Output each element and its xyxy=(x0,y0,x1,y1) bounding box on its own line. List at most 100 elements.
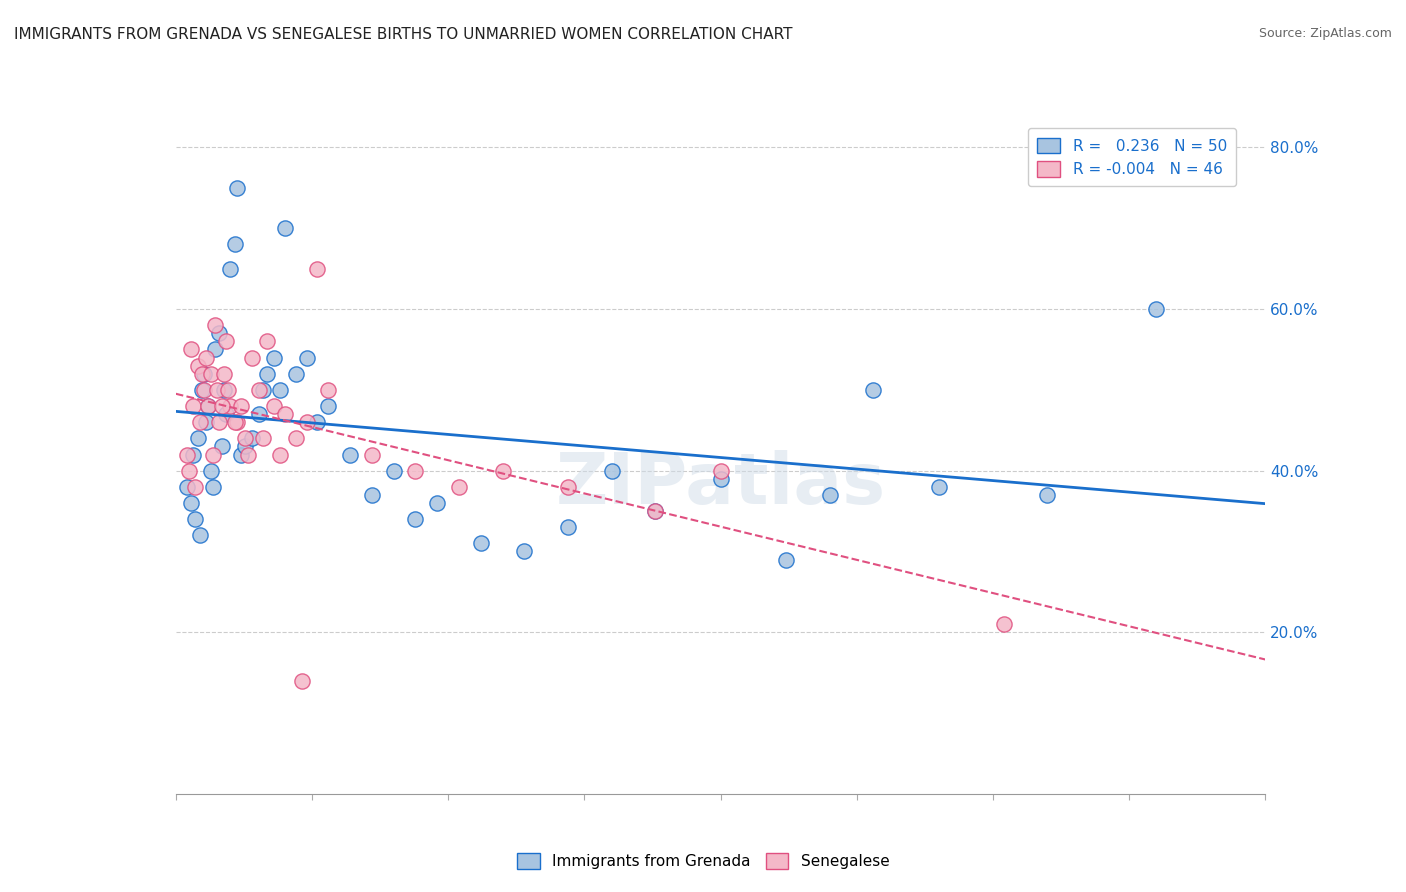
Point xyxy=(1146,301,1168,316)
Point xyxy=(600,464,623,478)
Point xyxy=(208,326,231,341)
Point xyxy=(307,261,329,276)
Point xyxy=(205,383,228,397)
Point xyxy=(339,448,361,462)
Point xyxy=(176,448,198,462)
Point xyxy=(405,464,427,478)
Point xyxy=(204,318,226,333)
Point xyxy=(284,367,307,381)
Point xyxy=(201,480,224,494)
Point xyxy=(256,367,278,381)
Point xyxy=(225,415,247,429)
Point xyxy=(193,383,215,397)
Point xyxy=(644,504,666,518)
Point xyxy=(492,464,515,478)
Point xyxy=(200,464,222,478)
Point xyxy=(274,221,297,235)
Point xyxy=(361,488,384,502)
Point xyxy=(318,383,340,397)
Point xyxy=(217,383,239,397)
Point xyxy=(235,439,257,453)
Point xyxy=(818,488,841,502)
Point xyxy=(557,520,579,534)
Point xyxy=(928,480,950,494)
Point xyxy=(405,512,427,526)
Point xyxy=(180,343,202,357)
Point xyxy=(247,407,270,421)
Point xyxy=(382,464,405,478)
Point xyxy=(274,407,297,421)
Point xyxy=(219,261,242,276)
Point xyxy=(211,399,233,413)
Point xyxy=(184,480,207,494)
Point xyxy=(211,439,233,453)
Point xyxy=(215,407,238,421)
Point xyxy=(208,415,231,429)
Point xyxy=(195,351,218,365)
Point xyxy=(775,552,797,566)
Point xyxy=(231,399,253,413)
Point xyxy=(224,415,246,429)
Point xyxy=(224,237,246,252)
Legend: Immigrants from Grenada, Senegalese: Immigrants from Grenada, Senegalese xyxy=(510,847,896,875)
Point xyxy=(212,367,235,381)
Point xyxy=(215,334,238,349)
Point xyxy=(557,480,579,494)
Point xyxy=(235,431,257,445)
Point xyxy=(181,448,204,462)
Point xyxy=(269,448,291,462)
Point xyxy=(295,415,318,429)
Point xyxy=(318,399,340,413)
Point xyxy=(513,544,536,558)
Point xyxy=(295,351,318,365)
Point xyxy=(307,415,329,429)
Point xyxy=(862,383,884,397)
Point xyxy=(291,673,314,688)
Point xyxy=(204,343,226,357)
Point xyxy=(256,334,278,349)
Legend: R =   0.236   N = 50, R = -0.004   N = 46: R = 0.236 N = 50, R = -0.004 N = 46 xyxy=(1028,128,1236,186)
Point xyxy=(252,383,274,397)
Point xyxy=(219,399,242,413)
Point xyxy=(186,431,209,445)
Point xyxy=(263,399,285,413)
Point xyxy=(449,480,471,494)
Point xyxy=(269,383,291,397)
Point xyxy=(193,367,215,381)
Point xyxy=(180,496,202,510)
Point xyxy=(197,399,219,413)
Point xyxy=(197,399,219,413)
Point xyxy=(225,181,247,195)
Point xyxy=(236,448,259,462)
Point xyxy=(252,431,274,445)
Point xyxy=(212,383,235,397)
Text: IMMIGRANTS FROM GRENADA VS SENEGALESE BIRTHS TO UNMARRIED WOMEN CORRELATION CHAR: IMMIGRANTS FROM GRENADA VS SENEGALESE BI… xyxy=(14,27,793,42)
Point xyxy=(361,448,384,462)
Point xyxy=(284,431,307,445)
Point xyxy=(176,480,198,494)
Point xyxy=(191,367,214,381)
Point xyxy=(993,617,1015,632)
Point xyxy=(200,367,222,381)
Point xyxy=(470,536,492,550)
Point xyxy=(263,351,285,365)
Point xyxy=(644,504,666,518)
Point xyxy=(240,431,263,445)
Point xyxy=(184,512,207,526)
Point xyxy=(188,528,211,542)
Point xyxy=(710,464,733,478)
Point xyxy=(710,472,733,486)
Point xyxy=(1036,488,1059,502)
Point xyxy=(247,383,270,397)
Text: ZIPatlas: ZIPatlas xyxy=(555,450,886,519)
Point xyxy=(231,448,253,462)
Point xyxy=(201,448,224,462)
Point xyxy=(186,359,209,373)
Point xyxy=(181,399,204,413)
Point xyxy=(191,383,214,397)
Point xyxy=(188,415,211,429)
Point xyxy=(195,415,218,429)
Point xyxy=(426,496,449,510)
Point xyxy=(240,351,263,365)
Point xyxy=(177,464,200,478)
